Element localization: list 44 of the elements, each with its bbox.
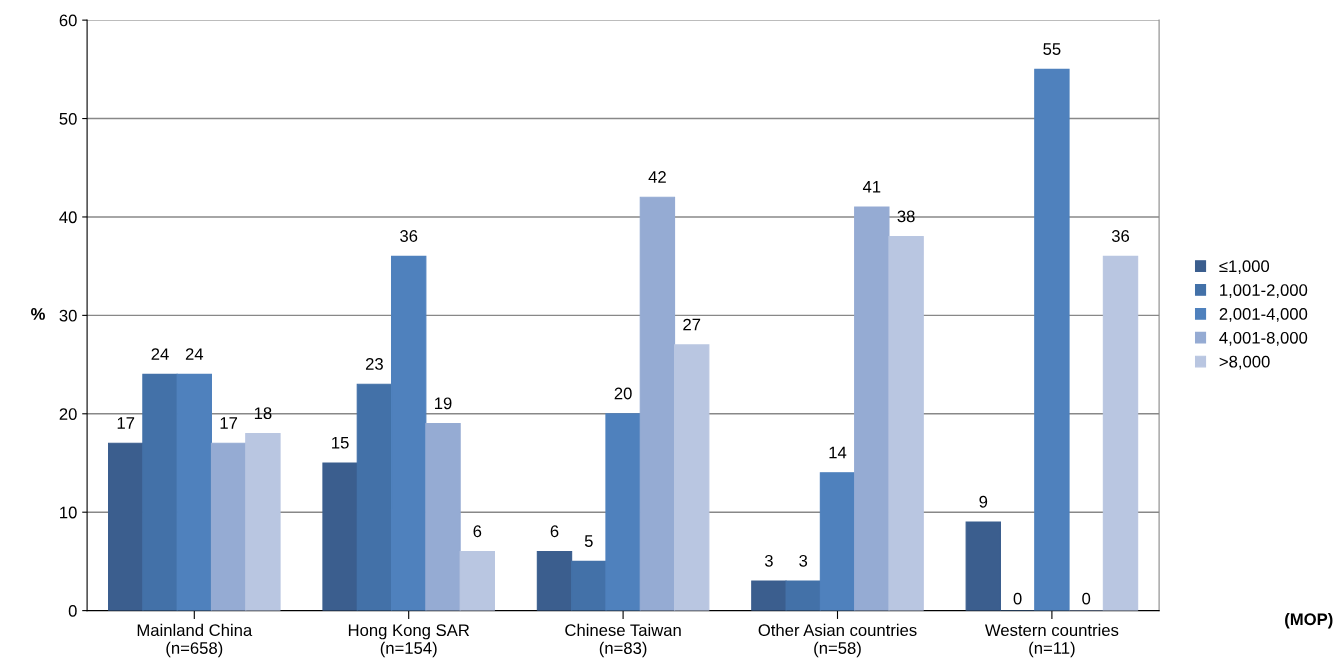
data-label: 15 [332, 436, 349, 449]
data-label: 23 [365, 358, 383, 370]
data-label: 24 [185, 348, 204, 360]
data-label: 17 [220, 417, 238, 429]
y-tick-label: 60 [59, 14, 77, 27]
x-tick-label: Western countries (n=11) [984, 623, 1119, 658]
data-label: 36 [400, 230, 418, 242]
data-label: 20 [614, 387, 632, 400]
data-label: 24 [151, 348, 169, 360]
legend-label: ≤1,000 [1219, 260, 1270, 275]
y-tick-label: 20 [59, 408, 77, 420]
data-label: 19 [435, 397, 452, 410]
data-label: 0 [1013, 592, 1022, 605]
text: (MOP) [1285, 612, 1333, 629]
data-label: 38 [897, 210, 915, 223]
data-label: 6 [550, 525, 559, 538]
y-axis-title: % [31, 308, 45, 320]
y-tick-label: 50 [59, 112, 77, 125]
legend-label: 4,001-8,000 [1219, 331, 1308, 346]
legend-label: 2,001-4,000 [1219, 308, 1308, 322]
data-label: 3 [764, 554, 773, 567]
y-tick-label: 40 [59, 211, 77, 224]
x-tick-label: Other Asian countries (n=58) [758, 623, 917, 658]
data-label: 14 [829, 446, 847, 459]
legend-label: >8,000 [1219, 355, 1270, 370]
legend-label: 1,001-2,000 [1220, 284, 1308, 298]
data-label: 41 [862, 181, 881, 193]
x-tick-label: Chinese Taiwan (n=83) [565, 623, 681, 658]
x-tick-label: Hong Kong SAR (n=154) [348, 624, 470, 658]
data-label: 5 [584, 535, 593, 547]
y-tick-label: 0 [68, 605, 77, 617]
data-label: 3 [799, 554, 808, 567]
data-label: 27 [683, 318, 701, 331]
x-tick-label: Mainland China (n=658) [137, 623, 253, 658]
data-label: 9 [979, 495, 988, 508]
data-label: 36 [1111, 230, 1130, 242]
y-tick-label: 10 [60, 506, 77, 519]
data-label: 18 [254, 407, 272, 420]
data-label: 0 [1082, 592, 1091, 605]
data-label: 17 [117, 417, 135, 429]
data-label: 42 [648, 171, 666, 183]
data-label: 55 [1043, 43, 1061, 55]
data-label: 6 [473, 525, 482, 538]
y-tick-label: 30 [59, 309, 77, 322]
